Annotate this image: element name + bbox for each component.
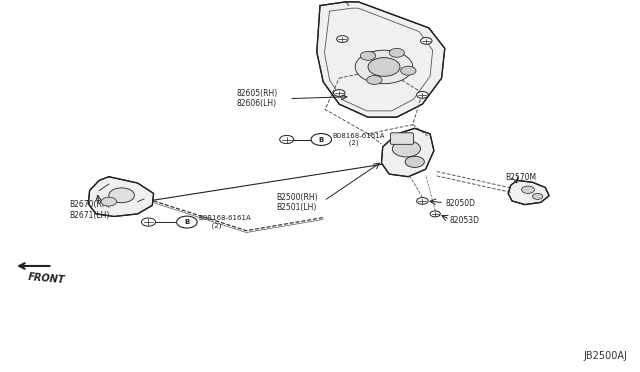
Text: 82053D: 82053D	[450, 216, 480, 225]
Text: B2500(RH)
B2501(LH): B2500(RH) B2501(LH)	[276, 193, 318, 212]
Text: B2570M: B2570M	[506, 173, 537, 182]
Circle shape	[430, 211, 440, 217]
Circle shape	[355, 50, 413, 84]
Circle shape	[141, 218, 156, 226]
Circle shape	[532, 193, 543, 199]
Circle shape	[392, 141, 420, 157]
Text: B: B	[319, 137, 324, 142]
Polygon shape	[508, 180, 549, 205]
Text: FRONT: FRONT	[27, 272, 65, 285]
Text: JB2500AJ: JB2500AJ	[583, 351, 627, 361]
Circle shape	[177, 216, 197, 228]
Text: B0B168-6161A
      (2): B0B168-6161A (2)	[198, 215, 251, 229]
Circle shape	[368, 58, 400, 76]
Circle shape	[367, 76, 382, 84]
Circle shape	[109, 188, 134, 203]
Circle shape	[360, 51, 376, 60]
Circle shape	[405, 156, 424, 167]
Polygon shape	[88, 177, 154, 217]
Circle shape	[280, 135, 294, 144]
Circle shape	[401, 66, 416, 75]
Text: B: B	[184, 219, 189, 225]
Circle shape	[417, 92, 428, 98]
Polygon shape	[381, 128, 434, 177]
FancyBboxPatch shape	[390, 133, 413, 144]
Circle shape	[417, 198, 428, 204]
Text: B08168-6161A
       (2): B08168-6161A (2)	[333, 133, 385, 146]
Circle shape	[522, 186, 534, 193]
Polygon shape	[317, 2, 445, 117]
Circle shape	[101, 197, 116, 206]
Circle shape	[389, 48, 404, 57]
Circle shape	[420, 38, 432, 44]
Circle shape	[333, 90, 345, 96]
Text: B2670(RH)
B2671(LH): B2670(RH) B2671(LH)	[69, 201, 111, 220]
Circle shape	[337, 36, 348, 42]
Text: 82605(RH)
82606(LH): 82605(RH) 82606(LH)	[237, 89, 278, 108]
Circle shape	[311, 134, 332, 145]
Text: 82050D: 82050D	[445, 199, 476, 208]
